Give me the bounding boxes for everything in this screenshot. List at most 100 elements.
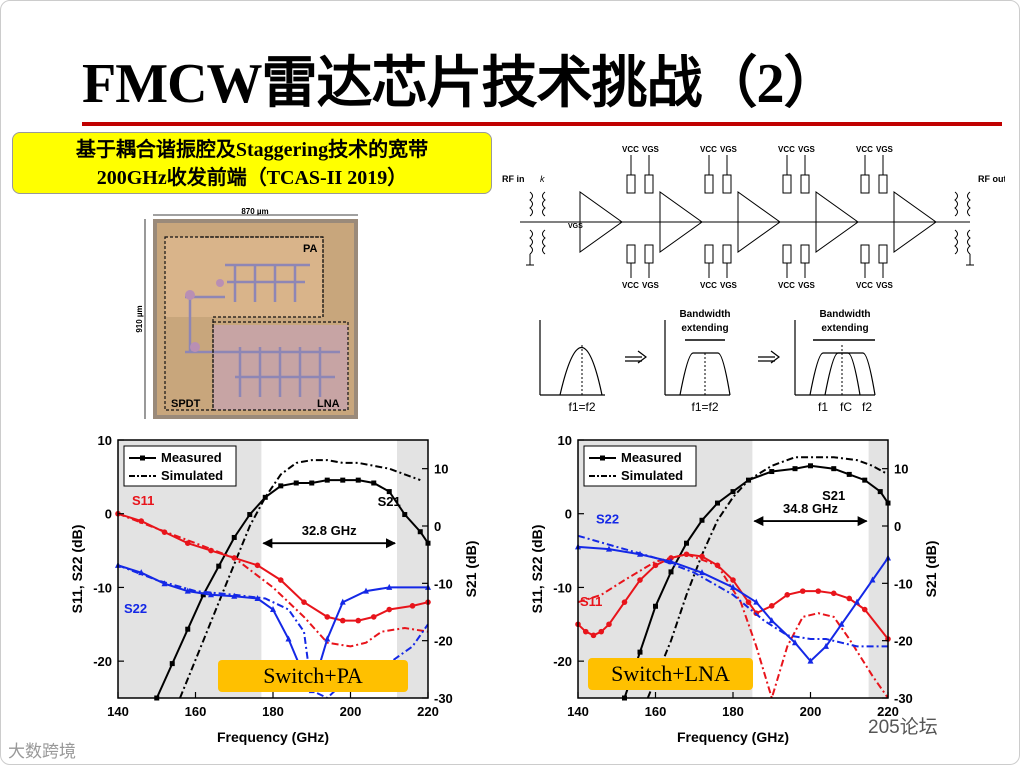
x-tick-label: 200: [800, 704, 822, 719]
data-point: [208, 591, 214, 598]
y-right-axis-label: S21 (dB): [463, 541, 479, 598]
x-tick-label: 140: [107, 704, 129, 719]
data-point: [386, 583, 393, 590]
schematic-rf-out: RF out: [978, 174, 1005, 184]
data-point: [200, 592, 206, 598]
data-point: [339, 598, 346, 605]
svg-text:VCC: VCC: [622, 145, 639, 154]
data-point: [799, 588, 806, 594]
legend-label-simulated: Simulated: [161, 468, 223, 483]
data-point: [653, 603, 658, 609]
schematic-vgs-side: VGS: [568, 223, 583, 230]
data-point: [184, 587, 191, 594]
data-point: [606, 621, 612, 628]
data-point: [869, 576, 876, 583]
data-point: [792, 639, 798, 646]
data-point: [216, 563, 222, 569]
y-left-tick-label: -20: [553, 654, 572, 669]
data-point: [877, 489, 883, 495]
data-point: [768, 603, 775, 609]
data-point: [277, 577, 284, 583]
title-rule: [82, 122, 1002, 126]
svg-text:VGS: VGS: [642, 145, 660, 154]
legend-label-measured: Measured: [621, 450, 682, 465]
chip-spdt-label: SPDT: [171, 398, 201, 410]
data-point: [807, 657, 814, 664]
svg-text:VGS: VGS: [798, 145, 816, 154]
data-point: [386, 489, 392, 495]
data-point: [363, 587, 369, 594]
curve-label-s22: S22: [124, 601, 147, 616]
data-point: [730, 583, 736, 590]
data-point: [301, 599, 307, 605]
data-point: [823, 642, 829, 649]
chip-height-label: 910 µm: [135, 305, 144, 332]
data-point: [370, 614, 377, 620]
badge-switch-lna: Switch+LNA: [588, 658, 753, 690]
bw-label-2a: Bandwidth: [819, 309, 870, 320]
legend-marker-measured: [600, 455, 605, 461]
svg-text:VGS: VGS: [642, 281, 660, 290]
curve-label-s21: S21: [378, 494, 401, 509]
chip-lna-label: LNA: [317, 398, 340, 410]
bandwidth-arrow-head-right: [386, 538, 396, 549]
x-axis-label: Frequency (GHz): [217, 729, 329, 745]
chip-pa-label: PA: [303, 243, 318, 255]
chart-switch-lna: 140 160 180 200 220 10 0 -10 -20 10 0 -10 -20 -30 Freq…: [529, 433, 939, 745]
series-line: [646, 456, 888, 698]
data-point: [637, 577, 643, 583]
curve-label-s11: S11: [132, 493, 154, 508]
data-point: [861, 606, 868, 613]
bw-f1: f1: [818, 400, 828, 414]
bandwidth-arrow-head-left: [753, 516, 764, 527]
slide-title: FMCW雷达芯片技术挑战（2）: [82, 53, 840, 115]
bw-f1f2-b: f1=f2: [691, 400, 718, 414]
x-tick-label: 160: [185, 704, 207, 719]
series-line: [118, 512, 428, 622]
legend-marker-measured: [140, 455, 145, 461]
data-point: [730, 489, 736, 495]
data-point: [815, 588, 822, 594]
data-point: [293, 480, 299, 486]
data-point: [668, 555, 674, 561]
svg-text:VCC: VCC: [700, 145, 717, 154]
svg-text:VGS: VGS: [876, 281, 894, 290]
bandwidth-label: 34.8 GHz: [783, 501, 838, 516]
x-tick-label: 180: [262, 704, 284, 719]
curve-label-s21: S21: [822, 488, 845, 503]
svg-text:VCC: VCC: [622, 281, 639, 290]
series-line: [118, 512, 428, 648]
data-point: [324, 635, 331, 642]
y-right-tick-label: 0: [894, 519, 901, 534]
shaded-band: [868, 440, 888, 698]
badge-switch-pa: Switch+PA: [218, 660, 408, 692]
svg-text:VCC: VCC: [778, 145, 795, 154]
data-point: [699, 569, 705, 576]
bandwidth-figure: Bandwidth extending Bandwidth extending …: [539, 309, 876, 414]
data-point: [792, 466, 798, 472]
data-point: [285, 635, 292, 642]
data-point: [309, 480, 315, 486]
x-tick-label: 140: [567, 704, 589, 719]
chart-switch-pa: 140 160 180 200 220 10 0 -10 -20 10 0 -10 -20 -30 Freq…: [69, 433, 479, 745]
data-point: [598, 628, 605, 635]
y-right-axis-label: S21 (dB): [923, 541, 939, 598]
data-point: [355, 617, 362, 624]
x-tick-label: 200: [340, 704, 362, 719]
subtitle-box: 基于耦合谐振腔及Staggering技术的宽带 200GHz收发前端（TCAS-…: [12, 132, 492, 194]
data-point: [417, 529, 423, 535]
y-left-axis-label: S11, S22 (dB): [529, 525, 545, 614]
bw-label-2b: extending: [821, 323, 868, 334]
curve-label-s22: S22: [596, 511, 619, 526]
legend-label-simulated: Simulated: [621, 468, 683, 483]
data-point: [231, 534, 237, 540]
series-line: [578, 553, 888, 698]
data-point: [386, 606, 393, 613]
legend-box: [123, 445, 237, 487]
y-left-tick-label: 10: [98, 433, 112, 448]
series-line: [578, 534, 888, 648]
data-point: [278, 483, 284, 489]
data-point: [838, 620, 845, 627]
subtitle-line-1: 基于耦合谐振腔及Staggering技术的宽带: [75, 139, 429, 161]
shaded-band: [397, 440, 428, 698]
